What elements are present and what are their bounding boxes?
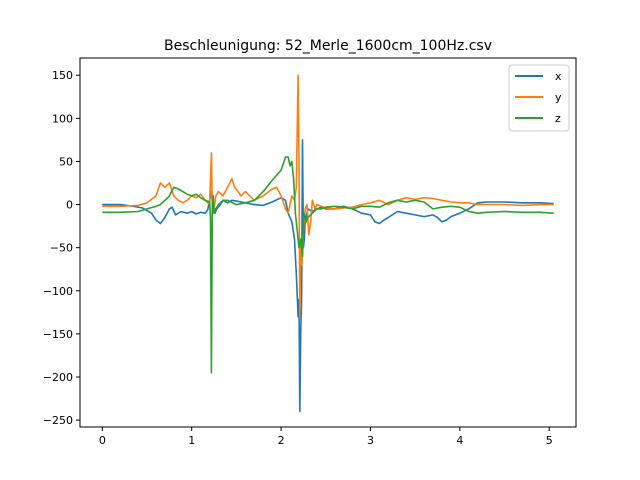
y-tick-label: −150 [43, 328, 73, 341]
y-tick-label: −100 [43, 285, 73, 298]
x-tick-label: 0 [99, 434, 106, 447]
legend-label-y: y [555, 91, 562, 104]
y-tick-label: −200 [43, 371, 73, 384]
plot-background [80, 58, 576, 427]
y-tick-label: −50 [50, 242, 73, 255]
legend: xyz [509, 65, 569, 131]
x-tick-label: 3 [367, 434, 374, 447]
plot-area [80, 58, 576, 427]
legend-label-z: z [555, 112, 561, 125]
y-tick-label: −250 [43, 414, 73, 427]
y-tick-label: 150 [52, 69, 73, 82]
chart-title: Beschleunigung: 52_Merle_1600cm_100Hz.cs… [164, 38, 492, 54]
x-tick-label: 1 [188, 434, 195, 447]
x-tick-label: 4 [456, 434, 463, 447]
y-tick-label: 100 [52, 112, 73, 125]
y-tick-label: 0 [66, 199, 73, 212]
x-tick-label: 5 [546, 434, 553, 447]
x-tick-label: 2 [278, 434, 285, 447]
legend-label-x: x [555, 70, 562, 83]
y-tick-label: 50 [59, 155, 73, 168]
